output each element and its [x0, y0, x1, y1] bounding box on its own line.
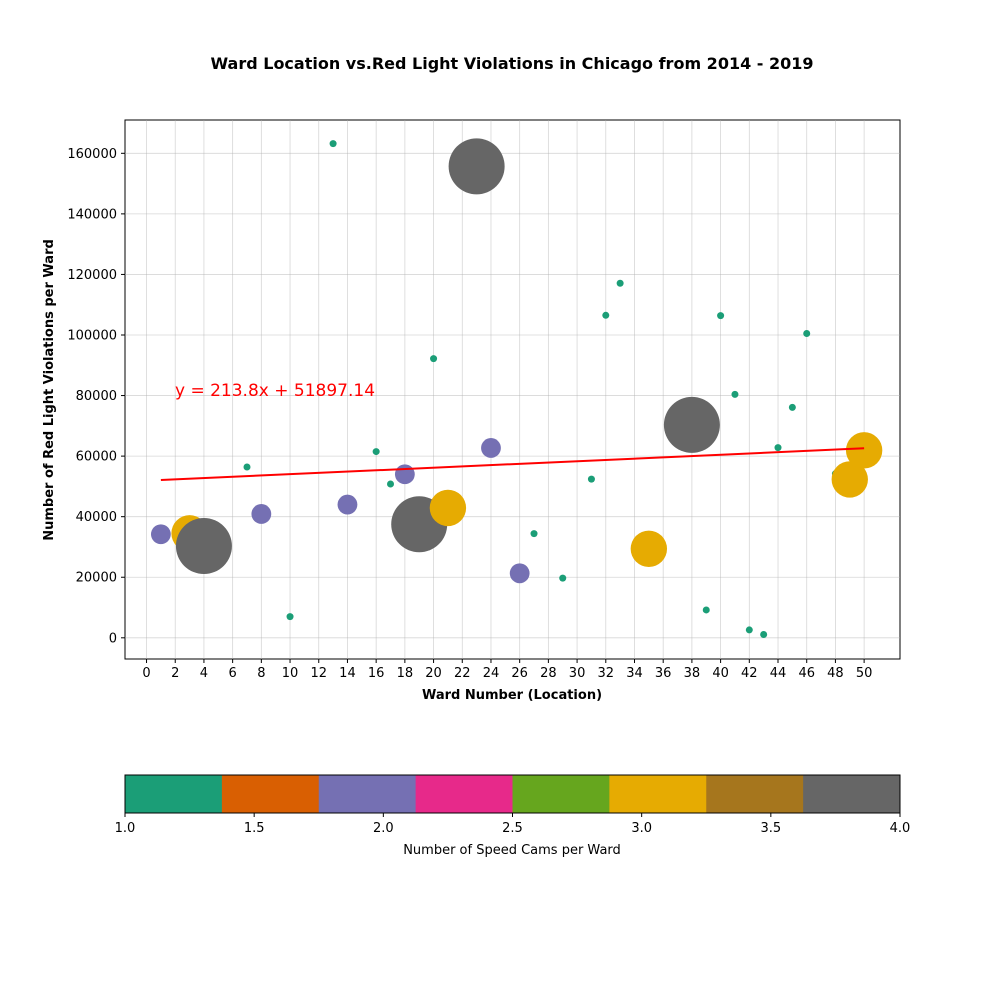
- colorbar-segment: [125, 775, 223, 813]
- scatter-point: [243, 463, 251, 471]
- scatter-point: [602, 311, 610, 319]
- scatter-point: [559, 574, 567, 582]
- x-axis-label: Ward Number (Location): [422, 688, 602, 703]
- regression-line: [160, 447, 865, 482]
- scatter-point: [372, 448, 380, 456]
- y-tick-label: 0: [109, 631, 117, 646]
- y-axis-label: Number of Red Light Violations per Ward: [42, 239, 57, 541]
- y-tick-label: 80000: [76, 389, 117, 404]
- x-tick-label: 48: [827, 666, 844, 681]
- colorbar-segment: [415, 775, 513, 813]
- colorbar-segment: [221, 775, 320, 813]
- axis-ticks: 0 2 4 6 8 10 12 14 16 18 20 22 24 26 28 30 32 34 36 38 40 42 4…: [67, 147, 872, 681]
- scatter-point: [430, 355, 438, 363]
- colorbar-segment: [803, 775, 901, 813]
- scatter-point: [760, 630, 768, 638]
- chart-title: Ward Location vs.Red Light Violations in…: [210, 54, 813, 73]
- y-tick-label: 160000: [67, 147, 117, 162]
- scatter-point: [774, 444, 782, 452]
- x-tick-label: 2: [171, 666, 179, 681]
- colorbar-segment: [706, 775, 804, 813]
- x-tick-label: 22: [454, 666, 471, 681]
- x-tick-label: 18: [397, 666, 414, 681]
- colorbar-tick-label: 1.0: [115, 821, 136, 836]
- x-tick-label: 50: [856, 666, 873, 681]
- scatter-point: [251, 504, 272, 524]
- y-tick-label: 100000: [67, 328, 117, 343]
- scatter-point: [630, 530, 668, 567]
- x-tick-label: 20: [425, 666, 442, 681]
- x-tick-label: 28: [540, 666, 557, 681]
- scatter-point: [803, 329, 811, 337]
- y-tick-label: 140000: [67, 207, 117, 222]
- scatter-point: [616, 279, 624, 287]
- x-tick-label: 16: [368, 666, 385, 681]
- colorbar-label: Number of Speed Cams per Ward: [403, 843, 621, 858]
- scatter-point: [845, 432, 883, 469]
- x-tick-label: 44: [770, 666, 787, 681]
- colorbar-ticks: 1.0 1.5 2.0 2.5 3.0 3.5 4.0: [115, 813, 911, 836]
- colorbar-tick-label: 4.0: [890, 821, 911, 836]
- scatter-point: [831, 461, 868, 498]
- colorbar-tick-label: 3.5: [760, 821, 781, 836]
- x-tick-label: 38: [684, 666, 701, 681]
- x-tick-label: 4: [200, 666, 208, 681]
- plot-frame: [124, 119, 901, 660]
- scatter-point: [286, 613, 294, 621]
- scatter-point: [429, 489, 467, 527]
- x-tick-label: 46: [798, 666, 815, 681]
- x-tick-label: 24: [483, 666, 500, 681]
- scatter-point: [481, 438, 501, 458]
- x-tick-label: 34: [626, 666, 643, 681]
- colorbar-segment: [318, 775, 417, 813]
- scatter-point: [175, 518, 232, 575]
- scatter-point: [717, 312, 725, 320]
- scatter-point: [663, 396, 720, 453]
- colorbar-segments: [125, 775, 901, 813]
- x-tick-label: 14: [339, 666, 356, 681]
- x-tick-label: 32: [598, 666, 615, 681]
- x-tick-label: 26: [511, 666, 528, 681]
- scatter-point: [530, 530, 538, 538]
- x-tick-label: 0: [142, 666, 150, 681]
- regression-equation: y = 213.8x + 51897.14: [175, 381, 375, 401]
- scatter-point: [448, 138, 505, 195]
- y-tick-label: 40000: [76, 510, 117, 525]
- scatter-point: [509, 563, 530, 584]
- scatter-point: [387, 480, 395, 488]
- scatter-points: [150, 138, 883, 638]
- scatter-point: [329, 140, 337, 148]
- scatter-point: [702, 606, 710, 614]
- scatter-point: [394, 464, 415, 485]
- scatter-point: [745, 626, 753, 634]
- y-tick-label: 60000: [76, 450, 117, 465]
- colorbar-segment: [609, 775, 707, 813]
- scatter-point: [587, 475, 595, 483]
- colorbar-tick-label: 2.0: [373, 821, 394, 836]
- colorbar-tick-label: 2.5: [502, 821, 523, 836]
- x-tick-label: 30: [569, 666, 586, 681]
- scatter-point: [788, 403, 796, 411]
- scatter-point: [150, 524, 171, 545]
- x-tick-label: 36: [655, 666, 672, 681]
- colorbar-tick-label: 3.0: [631, 821, 652, 836]
- plot-area: 0 2 4 6 8 10 12 14 16 18 20 22 24 26 28 30 32 34 36 38 40 42 4…: [67, 119, 901, 681]
- x-tick-label: 42: [741, 666, 758, 681]
- colorbar-segment: [512, 775, 610, 813]
- y-tick-label: 120000: [67, 268, 117, 283]
- x-tick-label: 8: [257, 666, 265, 681]
- x-tick-label: 12: [310, 666, 327, 681]
- colorbar: 1.0 1.5 2.0 2.5 3.0 3.5 4.0 Number of Speed Ca…: [115, 774, 911, 858]
- scatter-point: [731, 390, 739, 398]
- x-tick-label: 10: [282, 666, 299, 681]
- x-tick-label: 40: [712, 666, 729, 681]
- y-tick-label: 20000: [76, 571, 117, 586]
- scatter-point: [337, 494, 358, 515]
- colorbar-tick-label: 1.5: [244, 821, 265, 836]
- x-tick-label: 6: [228, 666, 236, 681]
